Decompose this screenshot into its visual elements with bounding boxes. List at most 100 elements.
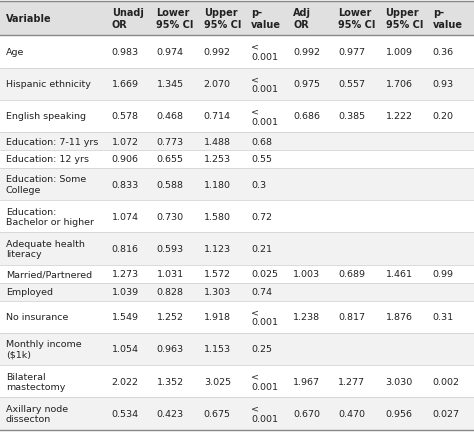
Text: 0.773: 0.773 [156, 137, 183, 146]
Bar [0, 201, 474, 233]
Text: 0.593: 0.593 [156, 244, 183, 253]
Text: <
0.001: < 0.001 [251, 75, 278, 94]
Text: 1.967: 1.967 [293, 377, 320, 386]
Text: <
0.001: < 0.001 [251, 107, 278, 126]
Text: Unadj
OR: Unadj OR [112, 8, 144, 30]
Text: 0.977: 0.977 [338, 48, 365, 57]
Text: 1.706: 1.706 [385, 80, 412, 89]
Text: Hispanic ethnicity: Hispanic ethnicity [6, 80, 91, 89]
Text: 0.906: 0.906 [112, 155, 138, 164]
Text: Bilateral
mastectomy: Bilateral mastectomy [6, 372, 65, 391]
Text: 0.002: 0.002 [433, 377, 460, 386]
Text: 1.252: 1.252 [156, 312, 183, 322]
Bar [0, 398, 474, 430]
Text: 0.686: 0.686 [293, 112, 320, 121]
Text: 0.21: 0.21 [251, 244, 272, 253]
Bar [0, 36, 474, 68]
Text: 0.992: 0.992 [204, 48, 231, 57]
Text: 1.180: 1.180 [204, 180, 231, 189]
Text: 0.68: 0.68 [251, 137, 272, 146]
Text: 0.992: 0.992 [293, 48, 320, 57]
Text: 0.975: 0.975 [293, 80, 320, 89]
Text: Education: 7-11 yrs: Education: 7-11 yrs [6, 137, 98, 146]
Bar [0, 365, 474, 398]
Text: 0.72: 0.72 [251, 212, 272, 221]
Text: 2.022: 2.022 [112, 377, 138, 386]
Bar [0, 2, 474, 36]
Text: 0.385: 0.385 [338, 112, 365, 121]
Text: 1.277: 1.277 [338, 377, 365, 386]
Text: 0.675: 0.675 [204, 409, 231, 418]
Text: 0.470: 0.470 [338, 409, 365, 418]
Text: <
0.001: < 0.001 [251, 404, 278, 423]
Text: 0.689: 0.689 [338, 270, 365, 279]
Text: 1.572: 1.572 [204, 270, 231, 279]
Text: 3.025: 3.025 [204, 377, 231, 386]
Text: 0.36: 0.36 [433, 48, 454, 57]
Text: 2.070: 2.070 [204, 80, 231, 89]
Text: English speaking: English speaking [6, 112, 86, 121]
Bar [0, 265, 474, 283]
Text: 1.238: 1.238 [293, 312, 320, 322]
Text: 0.93: 0.93 [433, 80, 454, 89]
Text: Lower
95% CI: Lower 95% CI [338, 8, 375, 30]
Text: 1.054: 1.054 [112, 345, 138, 354]
Text: 0.816: 0.816 [112, 244, 138, 253]
Text: Education: 12 yrs: Education: 12 yrs [6, 155, 89, 164]
Bar [0, 233, 474, 265]
Text: 0.31: 0.31 [433, 312, 454, 322]
Text: 0.828: 0.828 [156, 287, 183, 296]
Text: No insurance: No insurance [6, 312, 68, 322]
Text: 0.74: 0.74 [251, 287, 272, 296]
Text: 0.55: 0.55 [251, 155, 272, 164]
Text: 1.153: 1.153 [204, 345, 231, 354]
Text: 0.956: 0.956 [385, 409, 412, 418]
Text: Education:
Bachelor or higher: Education: Bachelor or higher [6, 207, 94, 227]
Text: 1.009: 1.009 [385, 48, 412, 57]
Text: 1.461: 1.461 [385, 270, 412, 279]
Text: 0.714: 0.714 [204, 112, 231, 121]
Text: 1.303: 1.303 [204, 287, 231, 296]
Text: 1.669: 1.669 [112, 80, 138, 89]
Text: p-
value: p- value [251, 8, 281, 30]
Text: Upper
95% CI: Upper 95% CI [204, 8, 241, 30]
Text: <
0.001: < 0.001 [251, 372, 278, 391]
Text: Axillary node
dissecton: Axillary node dissecton [6, 404, 68, 423]
Bar [0, 283, 474, 301]
Text: 1.352: 1.352 [156, 377, 183, 386]
Text: 1.345: 1.345 [156, 80, 183, 89]
Text: <
0.001: < 0.001 [251, 307, 278, 327]
Text: 1.072: 1.072 [112, 137, 138, 146]
Text: 0.534: 0.534 [112, 409, 139, 418]
Text: Age: Age [6, 48, 24, 57]
Text: Monthly income
($1k): Monthly income ($1k) [6, 339, 82, 359]
Text: 0.963: 0.963 [156, 345, 183, 354]
Text: 1.918: 1.918 [204, 312, 231, 322]
Text: 1.003: 1.003 [293, 270, 320, 279]
Text: 0.578: 0.578 [112, 112, 138, 121]
Text: 0.99: 0.99 [433, 270, 454, 279]
Bar [0, 333, 474, 365]
Text: 0.3: 0.3 [251, 180, 266, 189]
Text: 1.074: 1.074 [112, 212, 138, 221]
Text: <
0.001: < 0.001 [251, 43, 278, 62]
Text: 0.670: 0.670 [293, 409, 320, 418]
Text: p-
value: p- value [433, 8, 463, 30]
Text: 0.974: 0.974 [156, 48, 183, 57]
Text: Education: Some
College: Education: Some College [6, 175, 86, 194]
Text: 0.817: 0.817 [338, 312, 365, 322]
Text: 0.557: 0.557 [338, 80, 365, 89]
Text: 1.580: 1.580 [204, 212, 231, 221]
Text: 1.488: 1.488 [204, 137, 231, 146]
Bar [0, 68, 474, 101]
Text: 1.273: 1.273 [112, 270, 139, 279]
Text: 0.468: 0.468 [156, 112, 183, 121]
Bar [0, 151, 474, 168]
Text: 1.222: 1.222 [385, 112, 412, 121]
Text: 0.20: 0.20 [433, 112, 454, 121]
Text: Lower
95% CI: Lower 95% CI [156, 8, 194, 30]
Text: 0.25: 0.25 [251, 345, 272, 354]
Bar [0, 168, 474, 201]
Text: 3.030: 3.030 [385, 377, 413, 386]
Text: 1.031: 1.031 [156, 270, 183, 279]
